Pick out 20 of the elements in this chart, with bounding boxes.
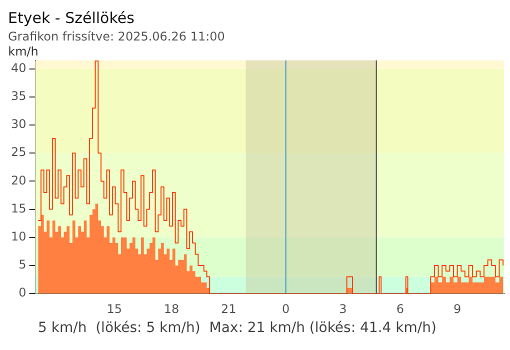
y-tick-label: 40 — [10, 60, 26, 75]
x-tick-label: 9 — [453, 302, 462, 316]
x-tick-label: 18 — [164, 302, 180, 316]
chart-title: Etyek - Széllökés — [8, 8, 135, 27]
x-tick-label: 6 — [396, 302, 404, 316]
y-tick-label: 0 — [18, 286, 26, 300]
y-tick-label: 15 — [10, 201, 26, 216]
x-tick-label: 3 — [339, 302, 347, 316]
y-tick-label: 20 — [10, 173, 26, 188]
y-tick-label: 35 — [10, 89, 26, 104]
x-tick-label: 15 — [106, 302, 122, 316]
x-tick-label: 0 — [282, 302, 290, 316]
y-axis-title: km/h — [8, 44, 38, 59]
text: 5 km/h (lökés: 5 km/h) Max: 21 km/h (lökés: 41.4 km/h) — [37, 320, 438, 336]
y-tick-label: 10 — [10, 230, 26, 244]
chart-subtitle: Grafikon frissítve: 2025.06.26 11:00 — [8, 29, 225, 44]
y-tick-label: 30 — [10, 117, 26, 132]
x-tick-label: 21 — [221, 302, 236, 316]
y-tick-label: 25 — [10, 145, 26, 160]
y-tick-label: 5 — [18, 258, 26, 272]
